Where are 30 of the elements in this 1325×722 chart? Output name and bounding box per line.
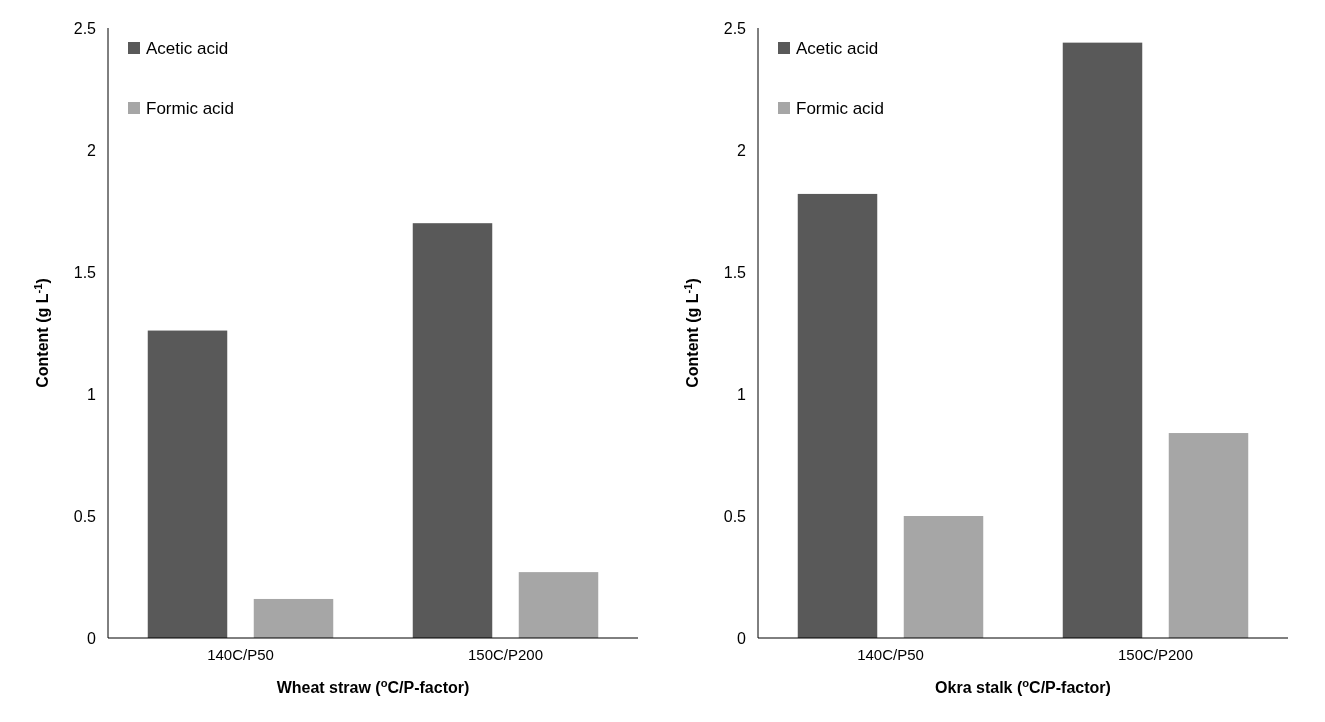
y-tick-label: 2 (737, 141, 747, 159)
bar (518, 572, 599, 638)
legend-label: Acetic acid (146, 38, 229, 58)
x-tick-label: 140C/P50 (857, 646, 924, 663)
y-tick-label: 0 (737, 629, 747, 647)
x-tick-label: 150C/P200 (467, 646, 544, 663)
bar (253, 598, 334, 638)
bar (147, 330, 228, 638)
bar (903, 516, 984, 638)
y-tick-label: 2.5 (73, 19, 97, 37)
legend-label: Formic acid (796, 98, 884, 118)
y-tick-label: 0.5 (73, 507, 97, 525)
x-axis-title: Wheat straw ($^{o}$C/P-factor) (276, 677, 470, 696)
x-axis-title: Okra stalk ($^{o}$C/P-factor) (935, 677, 1111, 696)
bar (797, 193, 878, 638)
bar (1168, 433, 1249, 638)
legend-label: Acetic acid (796, 38, 879, 58)
y-tick-label: 1 (87, 385, 97, 403)
y-tick-label: 1.5 (723, 263, 747, 281)
x-tick-label: 150C/P200 (1117, 646, 1194, 663)
y-tick-label: 1.5 (73, 263, 97, 281)
bar (412, 223, 493, 638)
bar (1062, 42, 1143, 638)
y-tick-label: 2 (87, 141, 97, 159)
x-tick-label: 140C/P50 (207, 646, 274, 663)
y-tick-label: 0.5 (723, 507, 747, 525)
legend-label: Formic acid (146, 98, 234, 118)
y-tick-label: 2.5 (723, 19, 747, 37)
y-tick-label: 0 (87, 629, 97, 647)
y-tick-label: 1 (737, 385, 747, 403)
